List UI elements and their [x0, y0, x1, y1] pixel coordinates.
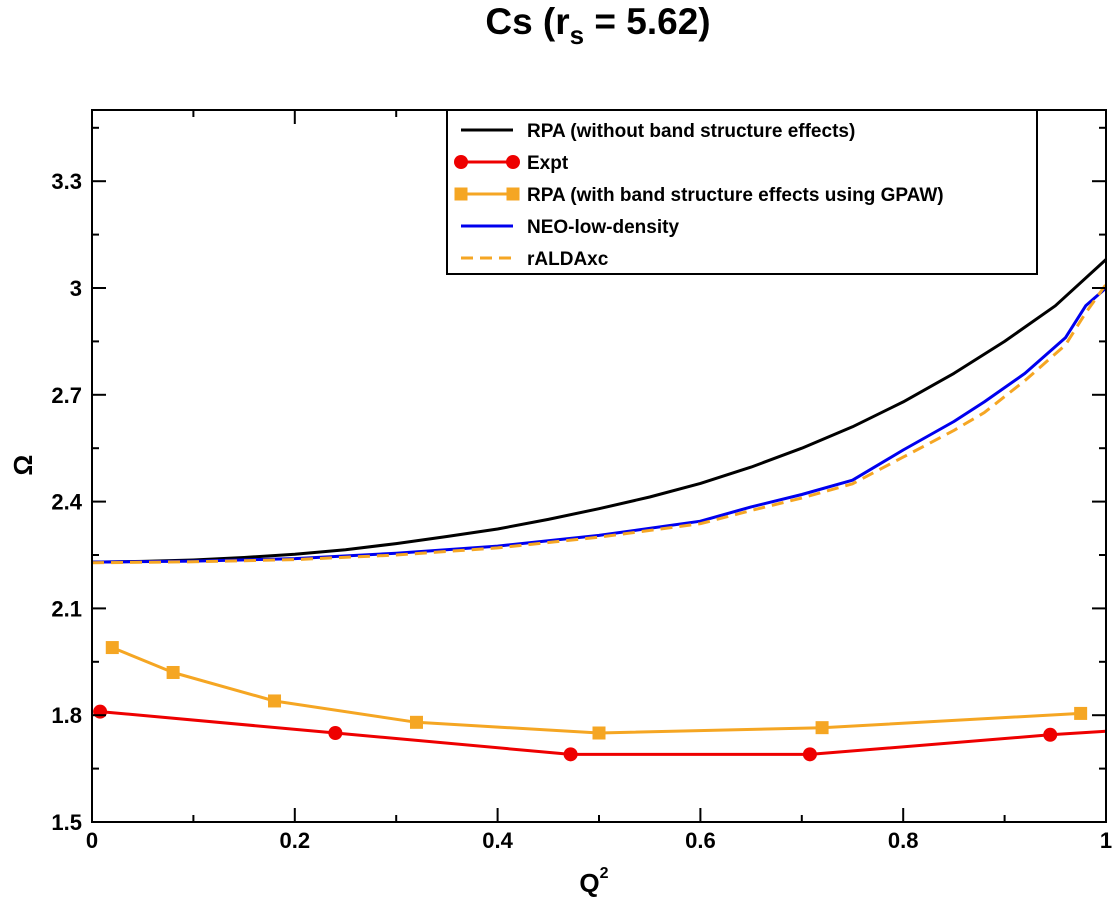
data-point — [563, 747, 578, 762]
series-line — [91, 283, 1108, 565]
series-line — [99, 710, 1107, 756]
x-tick-label: 1 — [1100, 828, 1112, 853]
title-main: Cs (r — [485, 1, 569, 42]
series-line — [91, 286, 1107, 564]
data-point — [93, 704, 108, 719]
title-subscript: s — [570, 20, 584, 50]
x-tick-label: 0 — [86, 828, 98, 853]
data-point — [815, 721, 829, 735]
legend-label: rALDAxc — [527, 249, 609, 270]
chart-title: Cs (rs = 5.62) — [485, 1, 710, 50]
legend-label: RPA (with band structure effects using G… — [527, 185, 944, 206]
y-tick-label: 2.1 — [51, 596, 82, 621]
x-tick-label: 0.6 — [685, 828, 716, 853]
legend-label: NEO-low-density — [527, 217, 679, 238]
y-tick-label: 1.8 — [51, 703, 82, 728]
legend: RPA (without band structure effects) Expt… — [446, 109, 1038, 275]
series-line — [111, 646, 1081, 735]
data-point — [1043, 727, 1058, 742]
series-3 — [91, 286, 1107, 564]
data-point — [592, 726, 606, 740]
data-point — [328, 726, 343, 740]
series-2 — [105, 641, 1088, 740]
legend-marker — [506, 155, 520, 169]
data-point — [268, 694, 282, 708]
y-axis-label: Ω — [8, 455, 38, 476]
data-point — [166, 665, 180, 679]
x-axis-label: Q2 — [579, 865, 608, 898]
y-tick-label: 3 — [70, 276, 82, 301]
series-layer — [91, 258, 1108, 762]
x-tick-label: 0.2 — [280, 828, 311, 853]
legend-marker — [454, 187, 468, 201]
y-tick-label: 2.7 — [51, 383, 82, 408]
y-tick-label: 3.3 — [51, 169, 82, 194]
series-line — [91, 258, 1108, 564]
legend-label: Expt — [527, 153, 569, 174]
series-1 — [93, 704, 1107, 762]
x-tick-label: 0.4 — [482, 828, 513, 853]
data-point — [802, 747, 817, 762]
x-tick-label: 0.8 — [888, 828, 919, 853]
legend-marker — [454, 155, 468, 169]
y-tick-label: 2.4 — [51, 490, 82, 515]
legend-box — [446, 109, 1038, 275]
series-0 — [91, 258, 1108, 564]
series-4 — [91, 283, 1108, 565]
data-point — [1074, 706, 1088, 720]
title-rest: = 5.62) — [584, 1, 711, 42]
legend-marker — [506, 187, 520, 201]
x-axis-label-text: Q — [579, 868, 599, 898]
data-point — [409, 715, 423, 729]
data-point — [105, 641, 119, 655]
legend-label: RPA (without band structure effects) — [527, 121, 855, 142]
y-tick-label: 1.5 — [51, 810, 82, 835]
x-axis-label-superscript: 2 — [600, 865, 609, 882]
